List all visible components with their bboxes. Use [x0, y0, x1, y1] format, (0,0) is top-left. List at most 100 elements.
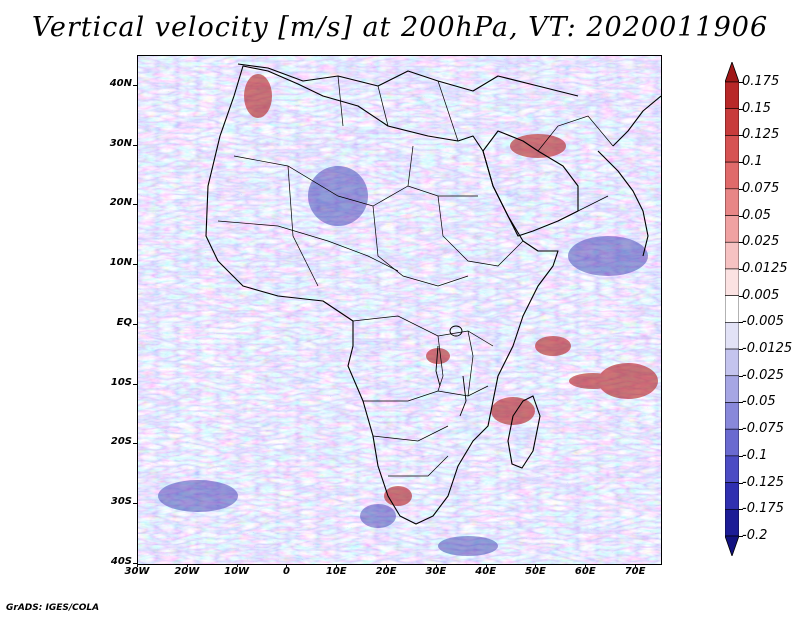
colorbar-tick	[739, 135, 743, 137]
colorbar-label: 0.15	[742, 100, 771, 116]
lat-label: 30N	[109, 137, 132, 149]
lon-label: 10E	[325, 566, 347, 577]
vertical-velocity-map	[137, 55, 662, 565]
velocity-field-detail	[138, 56, 661, 564]
colorbar-tick	[739, 322, 743, 324]
colorbar-tick	[739, 402, 743, 404]
lon-tick	[386, 563, 388, 567]
colorbar-label: -0.175	[742, 501, 784, 517]
colorbar-segment	[725, 108, 739, 136]
map-title: Vertical velocity [m/s] at 200hPa, VT: 2…	[31, 12, 769, 43]
lon-label: 10W	[224, 566, 250, 577]
lon-tick	[186, 563, 188, 567]
colorbar-segment	[725, 215, 739, 243]
colorbar-label: 0.1	[742, 154, 763, 170]
lon-tick	[286, 563, 288, 567]
colorbar-segment	[725, 161, 739, 190]
colorbar-segment	[725, 295, 739, 323]
colorbar-tick	[739, 349, 743, 351]
colorbar-tick	[739, 375, 743, 377]
lon-label: 30E	[425, 566, 447, 577]
colorbar-label: -0.005	[742, 314, 784, 330]
colorbar-tick	[739, 482, 743, 484]
lon-label: 20E	[375, 566, 397, 577]
colorbar-tick	[739, 536, 743, 537]
lat-label: 30S	[110, 496, 132, 508]
lat-label: 40N	[109, 77, 132, 89]
colorbar-segment	[725, 322, 739, 350]
colorbar-label: 0.05	[742, 207, 771, 223]
colorbar-segment	[725, 455, 739, 483]
colorbar-tick	[739, 108, 743, 110]
colorbar-tick	[739, 188, 743, 190]
lat-label: EQ	[116, 316, 132, 328]
colorbar-segment	[725, 135, 739, 163]
colorbar-segment	[725, 348, 739, 377]
lon-label: 70E	[624, 566, 646, 577]
lon-tick	[535, 563, 537, 567]
lat-tick	[133, 563, 137, 564]
lat-tick	[133, 144, 137, 146]
colorbar-tick	[739, 215, 743, 217]
coastlines	[205, 63, 661, 525]
lat-tick	[133, 323, 137, 325]
colorbar-segment	[725, 81, 739, 110]
colorbar-segment	[725, 241, 739, 270]
colorbar-label: 0.025	[742, 234, 780, 250]
colorbar-label: -0.1	[742, 447, 768, 463]
lat-label: 10S	[110, 376, 132, 388]
colorbar-label: -0.2	[742, 528, 768, 543]
colorbar-segment	[725, 268, 739, 296]
lakes	[435, 325, 467, 417]
lat-tick	[133, 503, 137, 505]
lon-tick	[236, 563, 238, 567]
colorbar-label: -0.0125	[742, 341, 793, 357]
credit-text: GrADS: IGES/COLA	[6, 603, 100, 613]
lat-tick	[133, 443, 137, 445]
lat-tick	[133, 204, 137, 206]
lat-tick	[133, 264, 137, 266]
lon-label: 20W	[174, 566, 200, 577]
lon-tick	[485, 563, 487, 567]
lat-label: 20N	[109, 197, 132, 209]
colorbar-segment	[725, 375, 739, 403]
colorbar-label: 0.0125	[742, 260, 788, 276]
lon-tick	[435, 563, 437, 567]
colorbar-segment	[725, 402, 739, 430]
country-borders	[217, 75, 614, 477]
lon-label: 40E	[475, 566, 497, 577]
colorbar-segment	[725, 428, 739, 457]
map-canvas	[138, 56, 661, 564]
lon-tick	[137, 563, 138, 567]
colorbar-label: 0.125	[742, 127, 780, 143]
colorbar-tick	[739, 268, 743, 270]
colorbar-label: 0.175	[742, 74, 780, 89]
colorbar-tick	[739, 162, 743, 164]
lon-tick	[585, 563, 587, 567]
colorbar-tick	[739, 295, 743, 297]
lon-tick	[635, 563, 637, 567]
colorbar-label: 0.075	[742, 180, 780, 196]
colorbar-label: 0.005	[742, 287, 780, 303]
colorbar-label: -0.125	[742, 474, 784, 490]
colorbar-label: -0.025	[742, 367, 784, 383]
colorbar-segment	[725, 482, 739, 510]
lon-label: 50E	[525, 566, 546, 577]
lon-label: 0	[282, 566, 290, 577]
colorbar-tick	[739, 82, 743, 83]
lon-label: 60E	[574, 566, 596, 577]
colorbar-segment	[725, 188, 739, 216]
lat-label: 10N	[109, 257, 132, 269]
lat-tick	[133, 84, 137, 86]
colorbar-tick	[739, 455, 743, 457]
colorbar-arrow-bottom	[725, 535, 739, 556]
lat-tick	[133, 383, 137, 385]
lon-label: 30W	[124, 566, 150, 577]
colorbar-label: -0.075	[742, 421, 784, 437]
colorbar-tick	[739, 429, 743, 431]
colorbar-segment	[725, 508, 739, 537]
colorbar-arrow-top	[725, 62, 739, 83]
colorbar-tick	[739, 509, 743, 511]
lat-label: 20S	[110, 436, 132, 448]
lon-tick	[336, 563, 338, 567]
